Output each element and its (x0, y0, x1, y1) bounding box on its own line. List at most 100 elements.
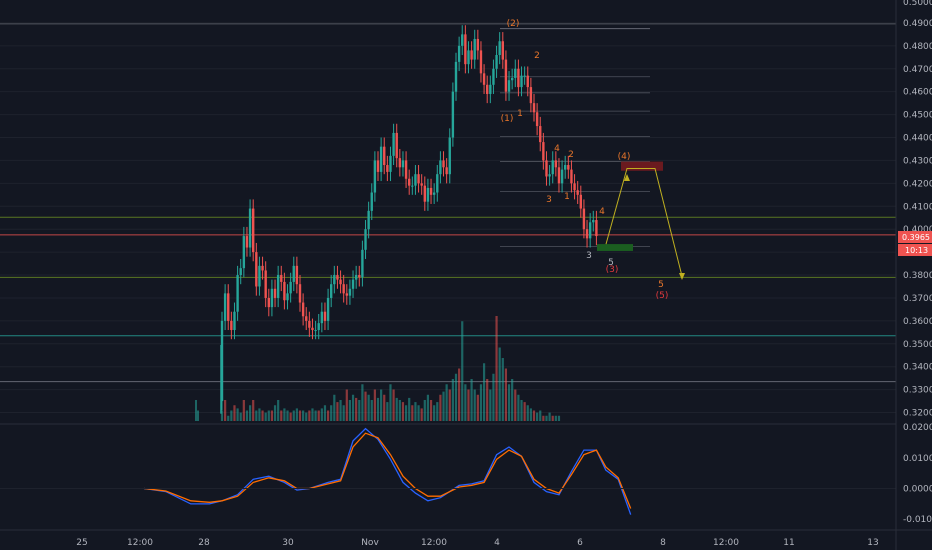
candle-body (283, 281, 286, 301)
candle-body (445, 167, 448, 175)
time-tick-label: 12:00 (713, 538, 739, 548)
wave-label: 5 (608, 258, 614, 268)
volume-bar (420, 408, 423, 421)
candle-body (305, 316, 308, 321)
candle-body (336, 275, 339, 280)
volume-bar (395, 397, 398, 421)
price-candles (220, 25, 598, 414)
oscillator-line-orange[interactable] (143, 432, 632, 509)
candle-body (233, 311, 236, 331)
candle-body (298, 284, 302, 303)
candle-body (383, 146, 386, 166)
volume-bar (197, 410, 199, 421)
volume-bar (195, 400, 197, 421)
volume-bar (551, 415, 554, 421)
candle-body (414, 174, 417, 186)
volume-bar (504, 368, 508, 421)
price-tick-label: 0.4900 (903, 19, 932, 29)
candle-body (520, 75, 523, 88)
candle-body (470, 50, 473, 60)
volume-bar (383, 394, 386, 421)
candle-body (255, 252, 258, 287)
candle-body (270, 288, 274, 308)
volume-bar (445, 384, 448, 421)
candle-body (432, 192, 436, 195)
time-axis-ticks[interactable]: 25 12:00 28 30 Nov 12:00 4 6 8 12:00 11 13 (76, 538, 878, 548)
candle-body (539, 126, 542, 143)
candle-body (426, 187, 430, 202)
candle-body (345, 293, 348, 296)
candle-body (223, 293, 227, 321)
candle-body (560, 169, 564, 184)
volume-bar (258, 408, 261, 421)
volume-bar (305, 412, 308, 421)
volume-bar (227, 415, 230, 421)
volume-bar (295, 408, 298, 421)
volume-bar (517, 394, 520, 421)
volume-bar (426, 394, 430, 421)
candle-body (280, 275, 283, 282)
wave-label: 1 (517, 109, 523, 119)
candle-body (308, 320, 311, 328)
candle-body (220, 320, 224, 402)
candle-body (482, 73, 486, 85)
volume-bar (351, 394, 355, 421)
volume-bar (529, 408, 532, 421)
candle-body (354, 275, 358, 280)
volume-bar (220, 410, 224, 421)
volume-bar (389, 384, 392, 421)
volume-bar (330, 405, 333, 421)
candle-body (364, 229, 367, 250)
price-tick-label: 0.3600 (903, 317, 932, 327)
candle-body (592, 220, 595, 223)
volume-bar (267, 410, 270, 421)
candle-body (545, 160, 548, 177)
volume-bar (507, 384, 511, 421)
volume-bar (242, 400, 245, 421)
wave-label: 2 (534, 51, 540, 61)
horizontal-levels (0, 23, 896, 383)
candle-body (248, 208, 252, 248)
volume-bar (273, 405, 277, 421)
candle-body (467, 50, 470, 65)
wave-label: 4 (554, 144, 560, 154)
time-tick-label: 11 (783, 538, 794, 548)
volume-bar (433, 405, 436, 421)
volume-bar (557, 415, 561, 421)
volume-bar (414, 402, 417, 421)
volume-bar (245, 410, 249, 421)
volume-bar (367, 394, 370, 421)
candle-body (239, 268, 242, 276)
volume-bar (454, 373, 458, 421)
price-tick-label: 0.4500 (903, 111, 932, 121)
oscillator-axis-ticks[interactable]: 0.0200 0.0100 0.0000 -0.0100 (903, 423, 932, 525)
candle-body (476, 38, 480, 51)
price-axis-ticks[interactable]: 0.4900 0.4800 0.4700 0.4600 0.4500 0.4400 0.43… (903, 0, 932, 419)
candle-body (585, 229, 589, 239)
candle-body (373, 160, 377, 193)
support-zone[interactable] (597, 244, 633, 251)
price-tick-label: 0.4300 (903, 156, 932, 166)
volume-bar (364, 391, 367, 421)
forecast-path[interactable] (605, 167, 683, 277)
volume-bar (401, 402, 405, 421)
candle-body (273, 288, 277, 298)
candle-body (507, 80, 511, 92)
candle-body (236, 275, 239, 312)
candle-body (451, 91, 455, 138)
time-tick-label: 25 (76, 538, 87, 548)
candle-body (495, 55, 498, 69)
resistance-zone[interactable] (621, 161, 663, 171)
candle-body (295, 265, 299, 285)
volume-bar (386, 402, 389, 421)
price-tick-label: 0.3400 (903, 363, 932, 373)
time-tick-label: 12:00 (421, 538, 447, 548)
wave-label: (4) (618, 152, 631, 162)
candle-body (529, 87, 533, 104)
candle-body (504, 59, 508, 92)
candle-body (289, 281, 292, 294)
candle-body (230, 320, 233, 331)
volume-bar (536, 412, 539, 421)
